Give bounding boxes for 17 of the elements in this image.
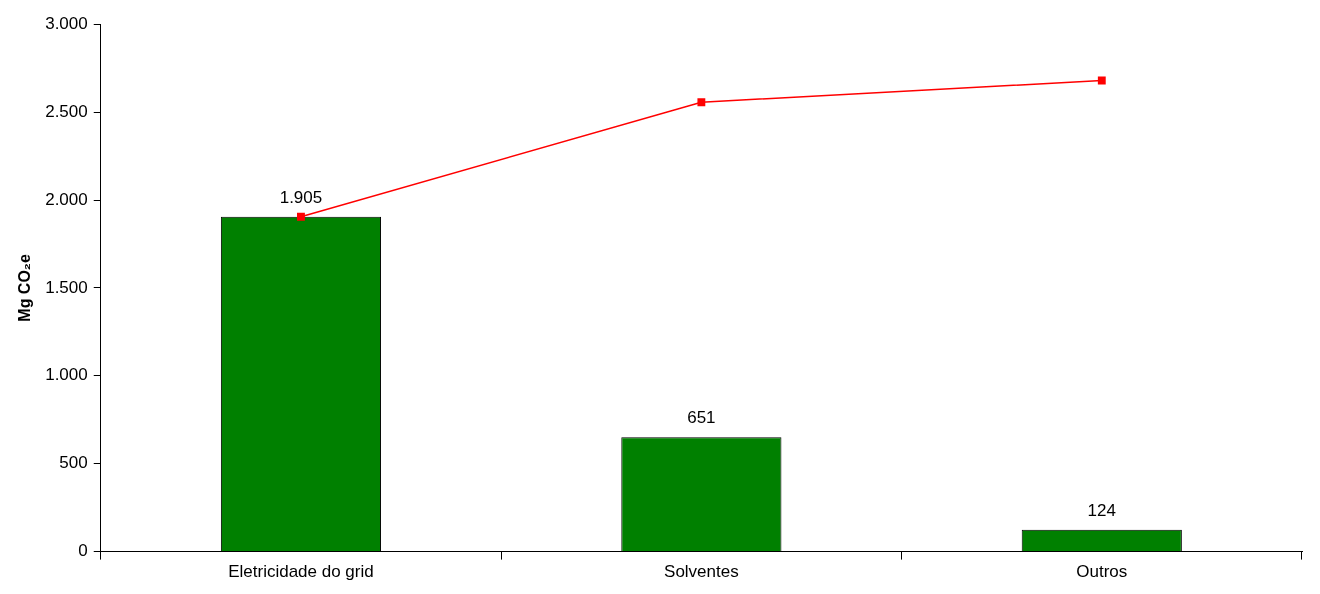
y-tick-label: 1.500 [45, 277, 88, 297]
y-axis-title: Mg CO₂e [16, 254, 34, 322]
point [697, 98, 706, 107]
y-tick-label: 2.000 [45, 189, 88, 209]
y-tick-label: 500 [59, 453, 88, 473]
point [297, 212, 305, 221]
data-label: 651 [687, 408, 716, 428]
y-tick-label: 3.000 [45, 13, 88, 33]
x-tick-label: Solventes [664, 562, 739, 582]
data-label: 124 [1087, 500, 1116, 520]
point [1097, 76, 1106, 85]
data-label: 1.905 [279, 187, 323, 207]
x-tick-label: Eletricidade do grid [228, 562, 374, 582]
y-tick-label: 0 [78, 541, 88, 561]
x-tick-label: Outros [1076, 562, 1128, 582]
y-tick-label: 2.500 [45, 101, 88, 121]
y-tick-label: 1.000 [45, 365, 88, 385]
